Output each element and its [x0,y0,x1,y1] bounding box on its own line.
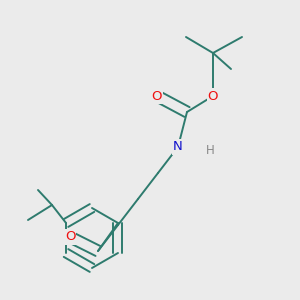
Text: N: N [173,140,183,154]
Text: O: O [65,230,75,244]
Text: O: O [152,89,162,103]
Text: O: O [208,89,218,103]
Text: H: H [206,145,214,158]
